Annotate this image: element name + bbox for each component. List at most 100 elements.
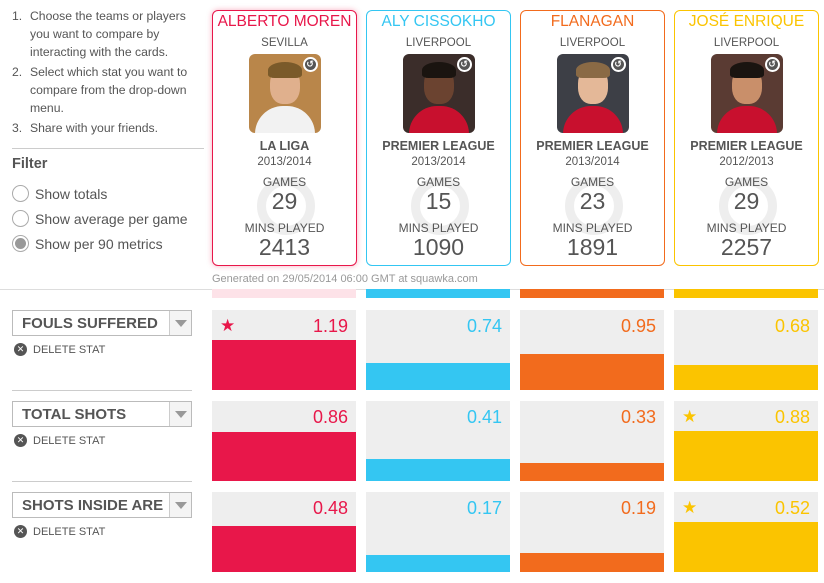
player-card[interactable]: ALBERTO MOREN SEVILLA ↺ LA LIGA 2013/201…: [212, 10, 357, 266]
mins-label: MINS PLAYED: [398, 221, 479, 235]
games-label: GAMES: [570, 175, 615, 189]
mins-value: 1891: [566, 234, 619, 260]
games-ring: [411, 177, 469, 235]
delete-stat-button[interactable]: ✕ DELETE STAT: [14, 343, 105, 356]
filter-option-label: Show per 90 metrics: [35, 235, 163, 252]
instruction-item: 1. Choose the teams or players you want t…: [12, 9, 186, 59]
stat-bar: [520, 354, 664, 390]
filter-title: Filter: [12, 156, 48, 172]
season: 2013/2014: [565, 156, 620, 168]
stat-bar: [520, 553, 664, 572]
mins-value: 2257: [720, 234, 773, 260]
delete-stat-button[interactable]: ✕ DELETE STAT: [14, 525, 105, 538]
radio-button[interactable]: [12, 235, 29, 252]
league-name: LA LIGA: [259, 139, 310, 153]
previous-stat-bar: [520, 289, 664, 298]
stat-cell: 0.95: [520, 310, 664, 390]
league-name: PREMIER LEAGUE: [690, 139, 803, 153]
player-name: ALBERTO MOREN: [217, 13, 352, 30]
stat-bar: [212, 432, 356, 481]
instruction-item: 2. Select which stat you want to compare …: [12, 65, 188, 115]
season: 2013/2014: [411, 156, 466, 168]
stat-bar: [212, 340, 356, 390]
close-circle-icon: ✕: [14, 434, 27, 447]
previous-stat-bar: [674, 289, 818, 298]
stat-name: TOTAL SHOTS: [22, 405, 127, 423]
squawka-icon: ↺: [764, 57, 780, 72]
previous-stat-bar: [366, 289, 510, 298]
mins-label: MINS PLAYED: [244, 221, 325, 235]
stat-select[interactable]: FOULS SUFFERED: [12, 310, 192, 336]
stat-value: 0.52: [774, 498, 810, 518]
filter-option-totals[interactable]: Show totals: [12, 185, 107, 202]
stat-value: 0.86: [312, 407, 348, 427]
player-card[interactable]: FLANAGAN LIVERPOOL ↺ PREMIER LEAGUE 2013…: [520, 10, 665, 266]
squawka-icon: ↺: [302, 57, 318, 72]
player-card[interactable]: ALY CISSOKHO LIVERPOOL ↺ PREMIER LEAGUE …: [366, 10, 511, 266]
stat-bar: [212, 526, 356, 572]
player-card[interactable]: JOSÉ ENRIQUE LIVERPOOL ↺ PREMIER LEAGUE …: [674, 10, 819, 266]
star-icon: ★: [220, 316, 236, 335]
stat-bar: [366, 363, 510, 390]
games-ring: [719, 177, 777, 235]
stat-value: 0.17: [466, 498, 502, 518]
mins-value: 1090: [412, 234, 465, 260]
games-ring: [257, 177, 315, 235]
instructions-list: 1. Choose the teams or players you want t…: [12, 7, 204, 139]
filter-option-label: Show totals: [35, 185, 108, 202]
stat-cell: 0.48: [212, 492, 356, 572]
previous-stat-bar: [212, 289, 356, 298]
player-name: JOSÉ ENRIQUE: [688, 13, 805, 30]
mins-label: MINS PLAYED: [706, 221, 787, 235]
mins-label: MINS PLAYED: [552, 221, 633, 235]
stat-name: SHOTS INSIDE ARE: [22, 496, 164, 514]
games-label: GAMES: [724, 175, 769, 189]
stat-value: 0.33: [620, 407, 656, 427]
chevron-down-icon[interactable]: [169, 311, 191, 335]
delete-stat-button[interactable]: ✕ DELETE STAT: [14, 434, 105, 447]
games-value: 29: [271, 188, 298, 214]
stat-cell: 0.74: [366, 310, 510, 390]
league-name: PREMIER LEAGUE: [536, 139, 649, 153]
radio-button[interactable]: [12, 185, 29, 202]
stat-select[interactable]: SHOTS INSIDE ARE: [12, 492, 192, 518]
league-name: PREMIER LEAGUE: [382, 139, 495, 153]
player-name: FLANAGAN: [550, 13, 635, 30]
stat-bar: [674, 431, 818, 481]
stat-cell: 0.52 ★: [674, 492, 818, 572]
games-value: 15: [425, 188, 452, 214]
stat-value: 0.68: [774, 316, 810, 336]
season: 2012/2013: [719, 156, 774, 168]
stat-cell: 0.19: [520, 492, 664, 572]
chevron-down-icon[interactable]: [169, 493, 191, 517]
divider: [12, 481, 192, 482]
stat-value: 1.19: [312, 316, 348, 336]
stat-bar: [674, 365, 818, 390]
stat-value: 0.48: [312, 498, 348, 518]
stat-bar: [520, 463, 664, 481]
stat-cell: 1.19 ★: [212, 310, 356, 390]
divider: [12, 390, 192, 391]
filter-option-per90[interactable]: Show per 90 metrics: [12, 235, 163, 252]
games-value: 23: [579, 188, 606, 214]
chevron-down-icon[interactable]: [169, 402, 191, 426]
radio-button[interactable]: [12, 210, 29, 227]
delete-stat-label: DELETE STAT: [33, 525, 106, 538]
generated-note: Generated on 29/05/2014 06:00 GMT at squ…: [212, 273, 478, 285]
squawka-icon: ↺: [456, 57, 472, 72]
stat-bar: [674, 522, 818, 572]
stat-value: 0.41: [466, 407, 502, 427]
player-photo: ↺: [248, 54, 321, 133]
club-name: SEVILLA: [261, 37, 308, 49]
close-circle-icon: ✕: [14, 343, 27, 356]
games-ring: [565, 177, 623, 235]
delete-stat-label: DELETE STAT: [33, 434, 106, 447]
games-value: 29: [733, 188, 760, 214]
season: 2013/2014: [257, 156, 312, 168]
filter-option-average[interactable]: Show average per game: [12, 210, 188, 227]
stat-select[interactable]: TOTAL SHOTS: [12, 401, 192, 427]
stat-value: 0.88: [774, 407, 810, 427]
filter-option-label: Show average per game: [35, 210, 188, 227]
star-icon: ★: [682, 407, 698, 426]
player-photo: ↺: [556, 54, 629, 133]
